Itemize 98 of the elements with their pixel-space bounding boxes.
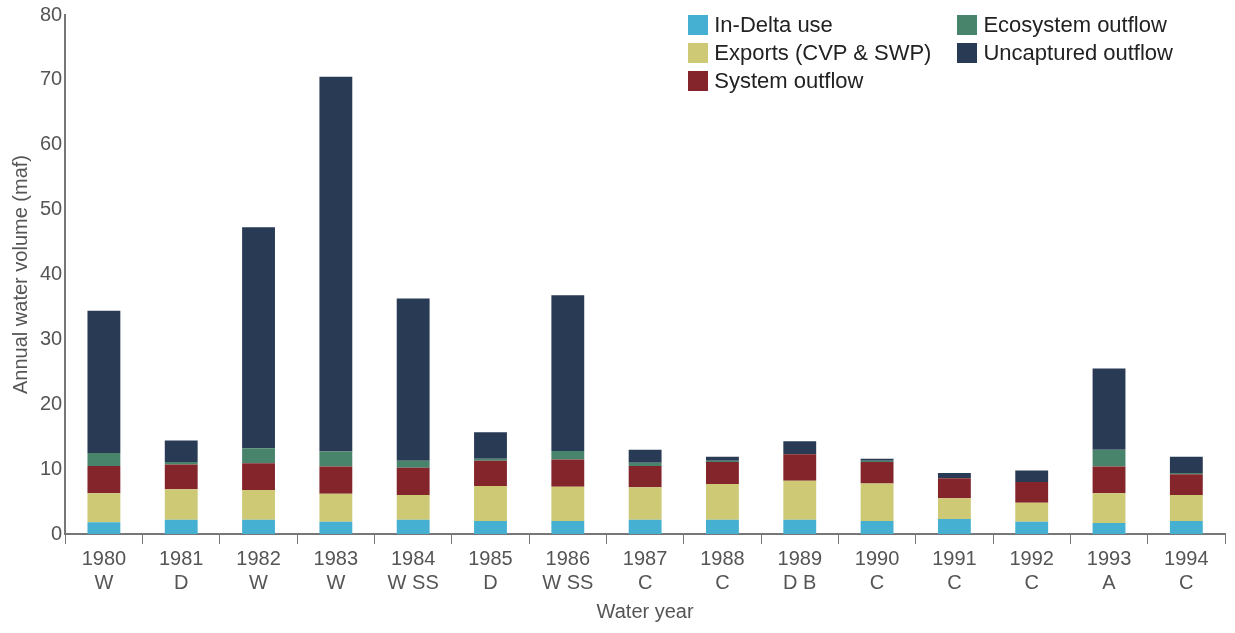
bar xyxy=(628,519,662,534)
x-tick-label: 1987 C xyxy=(622,546,668,593)
bar xyxy=(1015,482,1049,503)
bar xyxy=(783,454,817,481)
bar xyxy=(319,521,353,534)
bar xyxy=(474,432,507,459)
bar xyxy=(242,227,275,449)
bar xyxy=(860,461,894,484)
bar xyxy=(937,478,971,499)
x-tick-label: 1985 D xyxy=(468,546,513,593)
bar xyxy=(1092,368,1126,450)
x-tick-label: 1991 C xyxy=(932,546,977,593)
legend-label: In-Delta use xyxy=(714,12,833,38)
bar xyxy=(1169,495,1203,522)
y-tick-label: 60 xyxy=(40,132,63,155)
bar xyxy=(1169,456,1203,474)
y-tick-label: 20 xyxy=(40,391,63,414)
bar xyxy=(783,480,817,520)
bar xyxy=(937,519,971,534)
legend-label: Uncaptured outflow xyxy=(983,40,1173,66)
bar xyxy=(1092,449,1126,467)
bar xyxy=(706,456,739,461)
legend-label: Ecosystem outflow xyxy=(983,12,1167,38)
bar xyxy=(396,460,430,468)
bar xyxy=(1092,466,1126,494)
bar xyxy=(164,440,198,462)
bar xyxy=(706,461,739,485)
x-tick-label: 1986 W SS xyxy=(542,546,594,593)
bar xyxy=(242,463,275,490)
bar xyxy=(706,519,739,534)
x-tick-label: 1982 W xyxy=(236,546,281,593)
bar xyxy=(164,519,198,534)
bar xyxy=(1169,474,1203,496)
bar xyxy=(87,465,121,494)
y-tick-label: 10 xyxy=(40,456,63,479)
bar xyxy=(242,519,275,534)
bar xyxy=(551,450,585,460)
bar xyxy=(1092,493,1126,523)
y-tick-label: 40 xyxy=(40,262,63,285)
x-tick-label: 1989 D B xyxy=(777,546,823,593)
x-tick-label: 1993 A xyxy=(1086,546,1132,593)
bar xyxy=(474,485,507,522)
legend-label: Exports (CVP & SWP) xyxy=(714,40,932,66)
bar xyxy=(87,493,121,523)
bar xyxy=(319,493,353,522)
bar xyxy=(628,487,662,520)
bar xyxy=(628,449,662,463)
bar xyxy=(1169,521,1203,534)
x-tick-label: 1983 W xyxy=(313,546,359,593)
bar xyxy=(396,495,430,520)
bar xyxy=(937,473,971,479)
y-tick-label: 80 xyxy=(40,2,63,25)
bar xyxy=(474,521,507,534)
bar xyxy=(551,521,585,534)
bar xyxy=(1015,521,1049,534)
y-tick-label: 0 xyxy=(51,521,63,544)
bar xyxy=(319,466,353,494)
bar xyxy=(319,451,353,467)
bar xyxy=(1015,470,1049,483)
bar xyxy=(937,498,971,520)
x-axis-title: Water year xyxy=(596,599,694,622)
bar xyxy=(396,298,430,461)
bar xyxy=(1092,522,1126,534)
bar xyxy=(551,459,585,487)
bar xyxy=(396,467,430,496)
bar xyxy=(706,484,739,520)
bar xyxy=(87,522,121,534)
bar xyxy=(87,452,121,466)
bar xyxy=(164,461,198,465)
bar xyxy=(396,519,430,534)
x-tick-label: 1992 C xyxy=(1009,546,1054,593)
bar xyxy=(242,448,275,464)
bar xyxy=(860,483,894,522)
bar xyxy=(164,489,198,520)
x-tick-label: 1981 D xyxy=(158,546,204,593)
legend-label: System outflow xyxy=(714,68,864,94)
bar xyxy=(783,519,817,534)
x-tick-label: 1984 W SS xyxy=(387,546,439,593)
bar xyxy=(1015,502,1049,522)
x-tick-label: 1980 W xyxy=(81,546,127,593)
x-tick-label: 1990 C xyxy=(854,546,900,593)
x-tick-label: 1988 C xyxy=(700,546,745,593)
bar xyxy=(860,521,894,534)
bar xyxy=(551,486,585,522)
bar xyxy=(164,464,198,490)
bar xyxy=(551,295,585,451)
bar xyxy=(474,460,507,486)
bar xyxy=(319,76,353,452)
bar xyxy=(242,489,275,520)
bar xyxy=(87,310,121,453)
y-axis-title: Annual water volume (maf) xyxy=(8,155,31,394)
x-tick-label: 1994 C xyxy=(1164,546,1209,593)
y-tick-label: 70 xyxy=(40,67,63,90)
bar xyxy=(783,441,817,455)
y-tick-label: 50 xyxy=(40,197,63,220)
bar xyxy=(628,465,662,488)
y-tick-label: 30 xyxy=(40,326,63,349)
bar xyxy=(628,462,662,466)
